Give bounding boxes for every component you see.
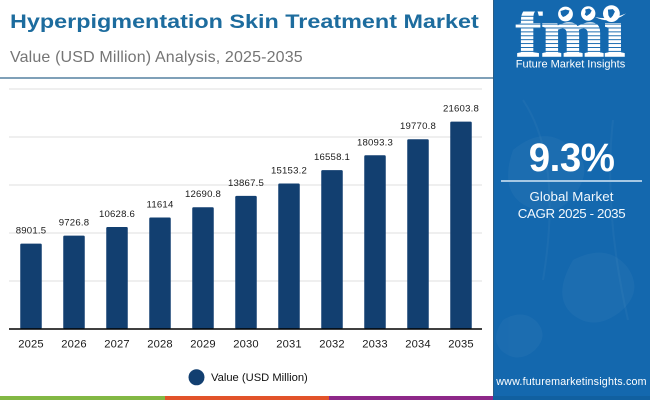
svg-text:2027: 2027 bbox=[104, 339, 130, 351]
svg-text:2031: 2031 bbox=[276, 339, 302, 351]
svg-text:15153.2: 15153.2 bbox=[271, 166, 307, 177]
svg-text:2030: 2030 bbox=[233, 339, 259, 351]
svg-text:Value (USD Million): Value (USD Million) bbox=[211, 372, 308, 384]
svg-text:11614: 11614 bbox=[147, 200, 174, 211]
svg-text:13867.5: 13867.5 bbox=[228, 178, 264, 189]
svg-text:8901.5: 8901.5 bbox=[16, 226, 47, 237]
svg-text:2034: 2034 bbox=[405, 339, 431, 351]
svg-text:2029: 2029 bbox=[190, 339, 216, 351]
svg-text:21603.8: 21603.8 bbox=[443, 104, 479, 115]
svg-text:10628.6: 10628.6 bbox=[99, 209, 135, 220]
svg-text:2025: 2025 bbox=[18, 339, 44, 351]
svg-text:18093.3: 18093.3 bbox=[357, 137, 393, 148]
svg-text:2028: 2028 bbox=[147, 339, 173, 351]
svg-text:19770.8: 19770.8 bbox=[400, 121, 436, 132]
svg-text:2026: 2026 bbox=[61, 339, 87, 351]
svg-text:9726.8: 9726.8 bbox=[59, 218, 90, 229]
svg-text:2035: 2035 bbox=[448, 339, 474, 351]
svg-text:Future Market Insights: Future Market Insights bbox=[516, 59, 626, 71]
svg-text:16558.1: 16558.1 bbox=[314, 152, 350, 163]
svg-text:12690.8: 12690.8 bbox=[185, 189, 221, 200]
svg-text:2033: 2033 bbox=[362, 339, 388, 351]
svg-text:2032: 2032 bbox=[319, 339, 345, 351]
